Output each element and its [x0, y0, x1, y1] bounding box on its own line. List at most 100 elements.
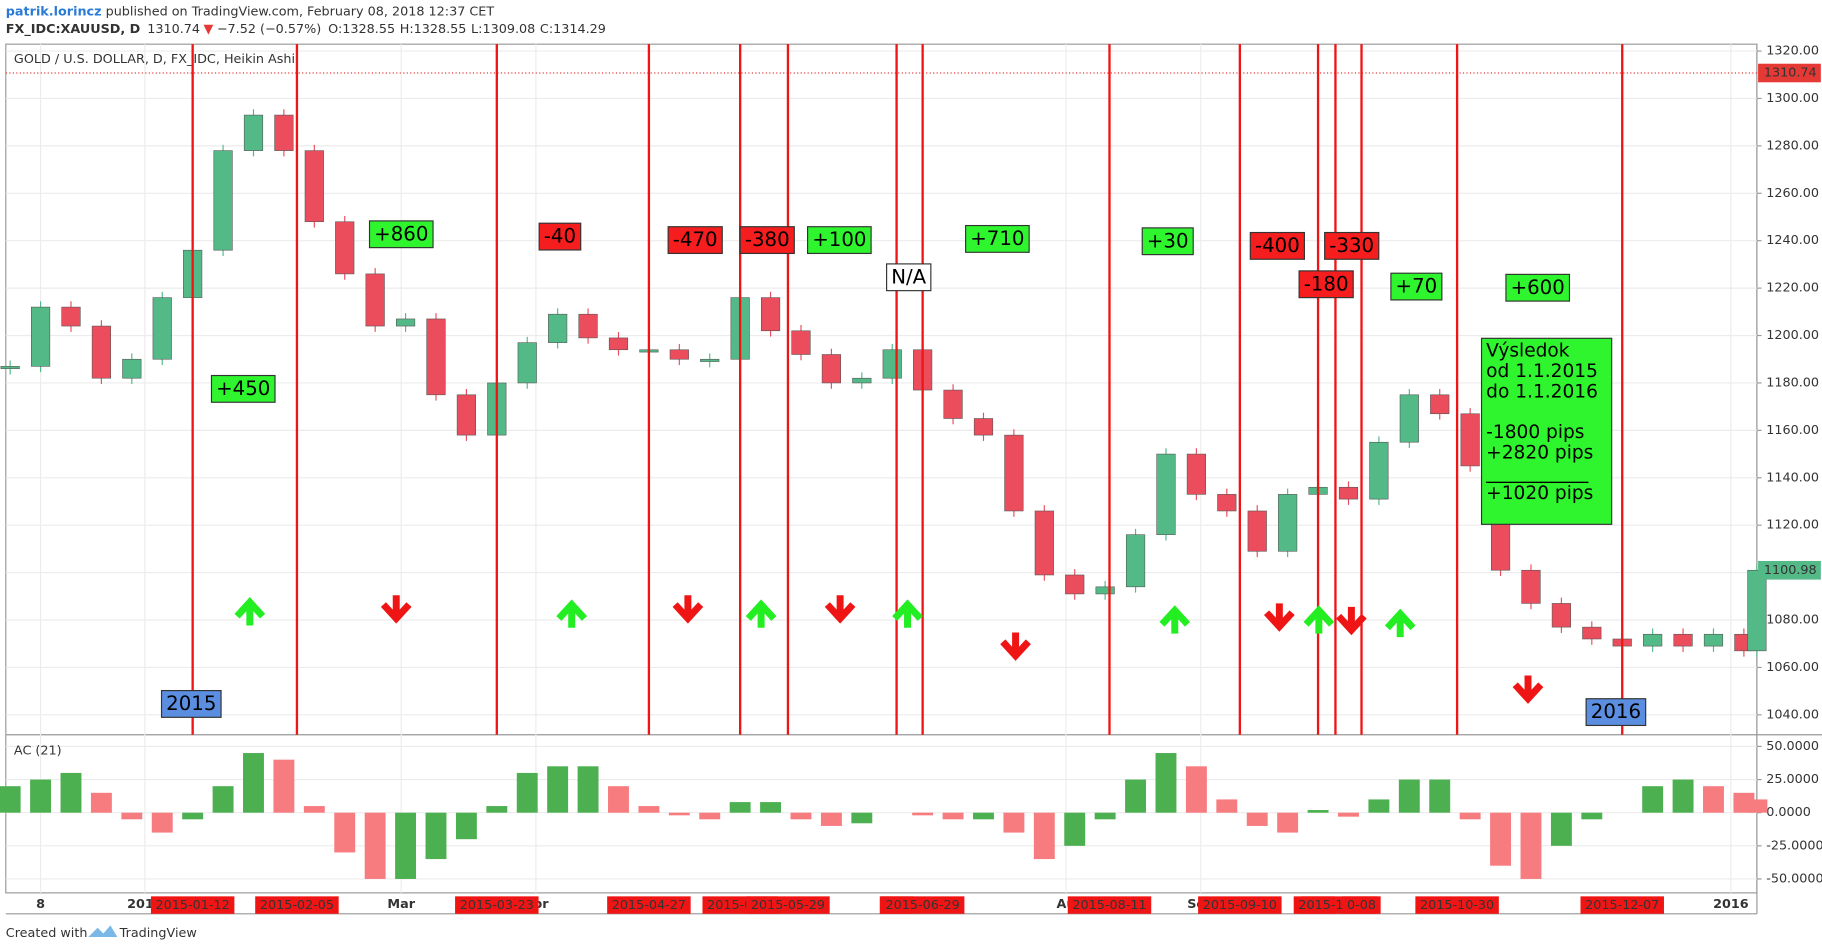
candle: [304, 150, 324, 223]
y-tick-label: 1280.00: [1766, 138, 1819, 153]
ac-bar: [973, 812, 994, 820]
y-tick-label: 1180.00: [1766, 375, 1819, 390]
candle: [1095, 586, 1115, 595]
change: −7.52 (−0.57%): [217, 22, 321, 37]
footer-brand[interactable]: TradingView: [119, 926, 197, 941]
annotation-box: [1390, 272, 1443, 301]
candle: [1747, 569, 1767, 652]
high-label: H:: [400, 22, 414, 37]
logo: [88, 925, 118, 938]
candle: [213, 150, 233, 251]
x-tick-label: 2016: [1713, 897, 1749, 912]
arrow-up: [892, 599, 923, 628]
ac-bar: [182, 812, 204, 820]
low-label: L:: [471, 22, 482, 37]
symbol: FX_IDC:XAUUSD, D: [6, 22, 140, 37]
marker-label: 2015-10-30: [1420, 898, 1494, 913]
summary-line: +1020 pips: [1486, 483, 1593, 504]
arrow-down: [672, 595, 704, 624]
candle: [548, 313, 568, 343]
marker-label-box: [880, 896, 965, 914]
panel-title: AC (21): [14, 744, 62, 759]
candle: [1673, 633, 1693, 647]
annotation: N/A: [891, 265, 926, 288]
ac-bar: [547, 766, 569, 813]
candle: [1399, 394, 1419, 443]
annotation: +100: [812, 228, 866, 251]
ac-bar: [1520, 812, 1542, 879]
candle: [760, 297, 781, 332]
ac-bar: [668, 812, 690, 816]
ac-bar: [942, 812, 964, 820]
candle: [1521, 569, 1541, 604]
y-tick-label: 1080.00: [1766, 613, 1819, 628]
candle: [1065, 574, 1085, 595]
x-tick-label: 8: [36, 897, 45, 912]
marker-label-box: [607, 896, 691, 914]
ac-bar: [608, 786, 629, 813]
author[interactable]: patrik.lorincz: [6, 4, 102, 19]
annotation-box: [1324, 231, 1380, 260]
annotation: -470: [673, 228, 718, 251]
footer-created: Created with: [6, 926, 88, 941]
annotation-box: [886, 263, 932, 292]
summary-line: od 1.1.2015: [1486, 361, 1598, 382]
y-tick-label: -25.0000: [1766, 838, 1822, 853]
candle: [791, 330, 811, 355]
annotation-box: [1505, 273, 1571, 302]
candle: [456, 394, 476, 436]
marker-label-box: [746, 896, 830, 914]
arrow-down: [1512, 675, 1544, 704]
ac-bar: [1703, 786, 1724, 813]
candle: [1551, 603, 1571, 628]
candle: [152, 297, 172, 360]
arrow-down: [824, 595, 856, 624]
candle: [1430, 394, 1450, 415]
y-tick-label: 1060.00: [1766, 660, 1819, 675]
ac-bar: [121, 812, 143, 820]
ac-bar: [1490, 812, 1512, 866]
annotation: 2015: [166, 692, 216, 715]
candle: [0, 366, 20, 369]
ac-bar: [1672, 779, 1694, 813]
annotation-box: [538, 222, 582, 251]
candle: [395, 318, 416, 327]
ac-bar: [273, 759, 295, 813]
candle: [1186, 453, 1206, 495]
ac-bar: [1064, 812, 1086, 846]
ac-bar: [790, 812, 812, 820]
arrow-up: [1159, 605, 1191, 634]
candle: [1338, 486, 1359, 500]
x-tick-label: Mar: [387, 897, 415, 912]
candle: [1582, 626, 1602, 640]
ac-bar: [1398, 779, 1420, 813]
candle: [335, 221, 355, 275]
annotation: -380: [745, 228, 790, 251]
ac-bar: [395, 812, 417, 879]
arrow-up: [234, 597, 266, 626]
candle: [821, 354, 841, 384]
marker-label-box: [1198, 896, 1282, 914]
y-tick-label: 1220.00: [1766, 281, 1819, 296]
candle: [1643, 633, 1663, 647]
y-tick-label: 50.0000: [1766, 739, 1819, 754]
y-tick-label: 1120.00: [1766, 518, 1819, 533]
annotation: +860: [374, 222, 428, 245]
marker-label-box: [455, 896, 539, 914]
ac-bar: [212, 786, 234, 813]
annotation-box: [210, 374, 276, 403]
annotation: +600: [1511, 276, 1565, 299]
ac-bar: [1246, 812, 1268, 826]
low: 1309.08: [482, 22, 535, 37]
panel-title: GOLD / U.S. DOLLAR, D, FX_IDC, Heikin As…: [14, 52, 295, 67]
candle: [30, 306, 51, 367]
ac-bar: [1155, 753, 1177, 813]
ac-bar: [1338, 812, 1359, 817]
annotation: -40: [544, 225, 576, 248]
annotation-box: [1298, 270, 1354, 299]
ac-bar: [1185, 766, 1207, 813]
annotation-box: [1585, 698, 1647, 727]
annotation: +710: [970, 227, 1024, 250]
y-tick-label: 1300.00: [1766, 91, 1819, 106]
summary-line: -1800 pips: [1486, 422, 1584, 443]
